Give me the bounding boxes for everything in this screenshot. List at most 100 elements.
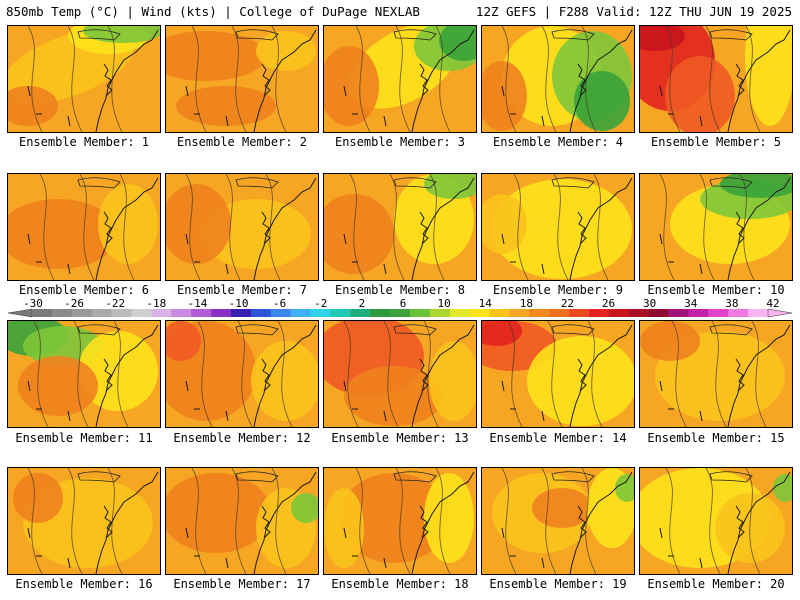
coastline bbox=[735, 211, 745, 245]
state-marks bbox=[27, 233, 71, 275]
ensemble-map-10 bbox=[639, 173, 793, 281]
ensemble-map-9 bbox=[481, 173, 635, 281]
colorbar-low-arrow bbox=[8, 308, 33, 318]
state-marks bbox=[185, 233, 229, 275]
colorbar-segment bbox=[330, 309, 351, 317]
temperature-map bbox=[324, 26, 476, 132]
coastline bbox=[419, 63, 429, 97]
ensemble-member-label: Ensemble Member: 14 bbox=[489, 431, 627, 445]
contour-line bbox=[191, 468, 207, 574]
colorbar-segment bbox=[569, 309, 590, 317]
temperature-map bbox=[640, 26, 792, 132]
contour-line bbox=[79, 174, 95, 280]
ensemble-map-5 bbox=[639, 25, 793, 133]
coastline bbox=[261, 358, 271, 392]
colorbar-tick-label: 34 bbox=[684, 297, 698, 310]
lake-outline bbox=[551, 177, 595, 189]
contour-line bbox=[277, 321, 293, 427]
temperature-map bbox=[482, 26, 634, 132]
state-marks bbox=[343, 85, 387, 127]
ensemble-member-label: Ensemble Member: 10 bbox=[647, 283, 785, 297]
coastline bbox=[411, 471, 475, 574]
contour-line bbox=[501, 468, 517, 574]
coastline bbox=[735, 505, 745, 539]
ensemble-member-label: Ensemble Member: 6 bbox=[18, 283, 150, 297]
ensemble-map-4 bbox=[481, 25, 635, 133]
lake-outline bbox=[77, 471, 121, 483]
state-marks bbox=[659, 527, 703, 569]
temperature-region bbox=[166, 31, 266, 81]
temperature-map bbox=[640, 174, 792, 280]
colorbar-tick-label: -14 bbox=[188, 297, 208, 310]
colorbar-segment bbox=[370, 309, 391, 317]
temperature-map bbox=[8, 26, 160, 132]
colorbar-tick-label: 26 bbox=[602, 297, 615, 310]
coastline bbox=[411, 29, 475, 132]
colorbar-tick-label: 2 bbox=[359, 297, 366, 310]
contour-line bbox=[739, 174, 755, 280]
lake-outline bbox=[77, 177, 121, 189]
colorbar-tick-label: 42 bbox=[766, 297, 779, 310]
colorbar-tick-label: 10 bbox=[437, 297, 450, 310]
coastline bbox=[103, 211, 113, 245]
ensemble-member-label: Ensemble Member: 16 bbox=[15, 577, 153, 591]
colorbar-segment bbox=[290, 309, 311, 317]
coastline bbox=[253, 324, 317, 427]
temperature-region bbox=[574, 71, 630, 131]
state-marks bbox=[501, 233, 545, 275]
contour-line bbox=[547, 321, 563, 427]
temperature-region bbox=[78, 331, 158, 411]
contour-line bbox=[389, 174, 405, 280]
ensemble-map-11 bbox=[7, 320, 161, 428]
header-title: 850mb Temp (°C) | Wind (kts) | College o… bbox=[6, 4, 420, 19]
lake-outline bbox=[235, 29, 279, 41]
contour-line bbox=[553, 174, 569, 280]
coastline bbox=[727, 29, 791, 132]
colorbar-high-arrow bbox=[767, 308, 792, 318]
colorbar-tick-label: 38 bbox=[725, 297, 738, 310]
contour-line bbox=[119, 174, 135, 280]
temperature-region bbox=[424, 473, 474, 563]
coastline bbox=[569, 324, 633, 427]
contour-line bbox=[33, 321, 49, 427]
contour-line bbox=[751, 321, 767, 427]
ensemble-map-12 bbox=[165, 320, 319, 428]
temperature-region bbox=[482, 194, 527, 254]
contour-line bbox=[581, 468, 597, 574]
state-marks bbox=[501, 380, 545, 422]
coastline bbox=[577, 63, 587, 97]
colorbar-tick-label: -18 bbox=[146, 297, 166, 310]
temperature-map bbox=[324, 174, 476, 280]
colorbar-tick-label: -30 bbox=[23, 297, 43, 310]
ensemble-map-1 bbox=[7, 25, 161, 133]
colorbar-segment bbox=[668, 309, 689, 317]
temperature-region bbox=[176, 86, 276, 126]
coastline bbox=[253, 471, 317, 574]
lake-outline bbox=[235, 471, 279, 483]
coastline bbox=[253, 29, 317, 132]
temperature-map bbox=[166, 174, 318, 280]
contour-line bbox=[435, 26, 451, 132]
ensemble-map-18 bbox=[323, 467, 477, 575]
contour-line bbox=[237, 321, 253, 427]
lake-outline bbox=[709, 29, 753, 41]
contour-line bbox=[231, 26, 247, 132]
lake-outline bbox=[709, 177, 753, 189]
contour-line bbox=[705, 468, 721, 574]
coastline bbox=[103, 505, 113, 539]
coastline bbox=[419, 505, 429, 539]
colorbar-segment bbox=[211, 309, 232, 317]
coastline bbox=[727, 177, 791, 280]
lake-outline bbox=[551, 471, 595, 483]
coastline bbox=[735, 358, 745, 392]
ensemble-member-label: Ensemble Member: 3 bbox=[334, 135, 466, 149]
ensemble-map-13 bbox=[323, 320, 477, 428]
temperature-region bbox=[429, 341, 476, 421]
lake-outline bbox=[393, 324, 437, 336]
lake-outline bbox=[393, 177, 437, 189]
state-marks bbox=[343, 380, 387, 422]
contour-line bbox=[107, 468, 123, 574]
temperature-region bbox=[492, 179, 632, 279]
colorbar-segment bbox=[748, 309, 769, 317]
ensemble-map-3 bbox=[323, 25, 477, 133]
